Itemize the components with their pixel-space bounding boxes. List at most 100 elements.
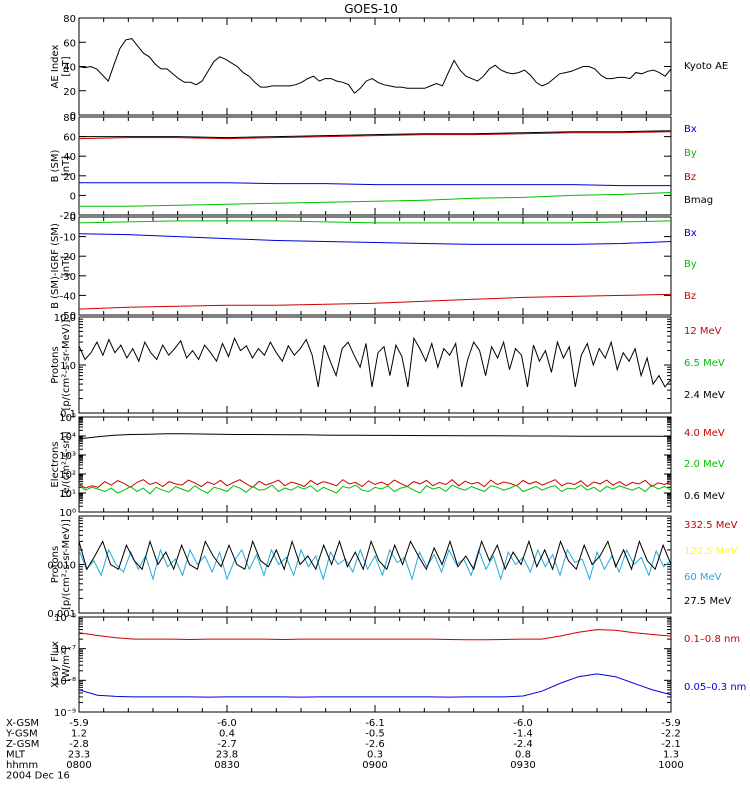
ephemeris-value: 0900 [362,760,387,771]
legend-label: Bz [684,172,696,183]
series-line-3 [79,336,671,388]
y-tick-label: -40 [60,291,76,302]
y-axis-label: Protons [50,546,61,583]
panel-frame [78,416,672,513]
series-line-1 [79,479,671,489]
legend-label: Bmag [684,195,713,206]
ephemeris-value: 0.4 [219,729,235,740]
series-line-4 [79,539,671,571]
ephemeris-value: 1.2 [71,729,87,740]
ephemeris-value: 1.3 [663,750,679,761]
y-axis-label: B (SM)-IGRF (SM) [50,223,61,309]
y-tick-label: 0.010 [47,561,76,572]
panel-7: 10⁻⁹ 10⁻⁸ 10⁻⁷ 10⁻⁶ Xray Flux [W/m²] 0.1–0.8 n… [50,613,746,719]
ephemeris-value: 23.3 [68,750,90,761]
y-tick-label: 1.0 [60,361,76,372]
legend-label: 0.05–0.3 nm [684,682,746,693]
y-tick-label: -50 [60,311,76,322]
legend-label: 12 MeV [684,326,722,337]
series-line-3 [79,131,671,140]
ephemeris-row-label: MLT [6,750,26,761]
y-tick-label: -20 [60,252,76,263]
y-axis-label: [nT] [61,56,72,76]
series-line-1 [79,182,671,187]
ephemeris-value: 0.8 [515,750,531,761]
panel-frame [78,316,672,414]
panel-1: 0 20 40 60 80 AE Index [nT] Kyoto AE [50,14,728,122]
ephemeris-value: 0800 [66,760,91,771]
ephemeris-value: -0.5 [365,729,385,740]
legend-label: 0.1–0.8 nm [684,634,740,645]
y-tick-label: 10² [59,470,76,481]
ephemeris-row-label: Y-GSM [5,729,38,740]
y-tick-label: 80 [63,113,76,124]
y-tick-label: 10⁻⁸ [54,676,76,687]
series-line-3 [79,293,671,310]
ephemeris-value: -6.0 [513,718,533,729]
y-tick-label: 60 [63,38,76,49]
y-tick-label: 0 [70,213,76,224]
series-line-1 [79,629,671,641]
y-axis-label: Electrons [50,441,61,487]
ephemeris-value: 0.3 [367,750,383,761]
y-axis-label: AE Index [50,44,61,88]
panel-4: 0.1 1.0 10.0 Protons [p/(cm²-s-sr-MeV)] 12 Me… [50,313,725,420]
legend-label: 27.5 MeV [684,596,731,607]
y-axis-label: [p/(cm²-s-sr-MeV)] [61,519,72,610]
y-axis-label: [nT] [61,156,72,176]
y-tick-label: 10⁻⁶ [54,613,76,624]
y-tick-label: 80 [63,14,76,25]
ephemeris-value: 1000 [658,760,683,771]
y-axis-label: [W/m²] [61,647,72,682]
ephemeris-value: -6.0 [217,718,237,729]
ephemeris-value: -2.7 [217,739,237,750]
legend-label: 6.5 MeV [684,358,725,369]
ephemeris-value: -2.2 [661,729,681,740]
ephemeris-value: -2.6 [365,739,385,750]
y-tick-label: 10⁵ [59,413,76,424]
ephemeris-date: 2004 Dec 16 [6,771,70,782]
legend-label: 4.0 MeV [684,428,725,439]
y-tick-label: 10.0 [54,313,76,324]
series-line-3 [79,433,671,440]
ephemeris-table: X-GSM -5.9 -6.0 -6.1 -6.0 -5.9 Y-GSM 1.2 0.4 -0.5… [5,718,684,782]
panel-3: -50 -40 -30 -20 -10 0 B (SM)-IGRF (SM) [nT] Bx By… [50,213,697,322]
ephemeris-row-label: hhmm [6,760,38,771]
legend-label: 2.0 MeV [684,459,725,470]
legend-label: Bx [684,228,697,239]
y-tick-label: 10⁰ [59,508,76,519]
y-tick-label: 40 [63,63,76,74]
ephemeris-value: -2.1 [661,739,681,750]
y-axis-label: Xray Flux [50,641,61,688]
ephemeris-value: -1.4 [513,729,533,740]
y-tick-label: 20 [63,172,76,183]
series-line-2 [79,192,671,207]
y-tick-label: -30 [60,272,76,283]
y-tick-label: 60 [63,133,76,144]
series-line-2 [79,484,671,495]
y-tick-label: 10¹ [59,489,76,500]
y-axis-label: [nT] [61,256,72,276]
legend-label: 2.4 MeV [684,390,725,401]
legend-label: Bx [684,124,697,135]
legend-label: 332.5 MeV [684,520,738,531]
y-tick-label: 10³ [59,451,76,462]
y-axis-label: [p/(cm²-s-sr-MeV)] [61,319,72,410]
ephemeris-value: 0830 [214,760,239,771]
y-axis-label: Protons [50,346,61,383]
y-axis-label: B (SM) [50,149,61,182]
y-tick-label: 0.001 [47,609,76,620]
y-tick-label: 0.1 [60,409,76,420]
legend-label: 0.6 MeV [684,491,725,502]
panel-frame [78,216,672,316]
ephemeris-value: -6.1 [365,718,385,729]
y-tick-label: 0 [70,191,76,202]
panel-frame [78,515,672,614]
legend-label: Kyoto AE [684,61,728,72]
y-tick-label: 20 [63,87,76,98]
ephemeris-value: -5.9 [69,718,89,729]
